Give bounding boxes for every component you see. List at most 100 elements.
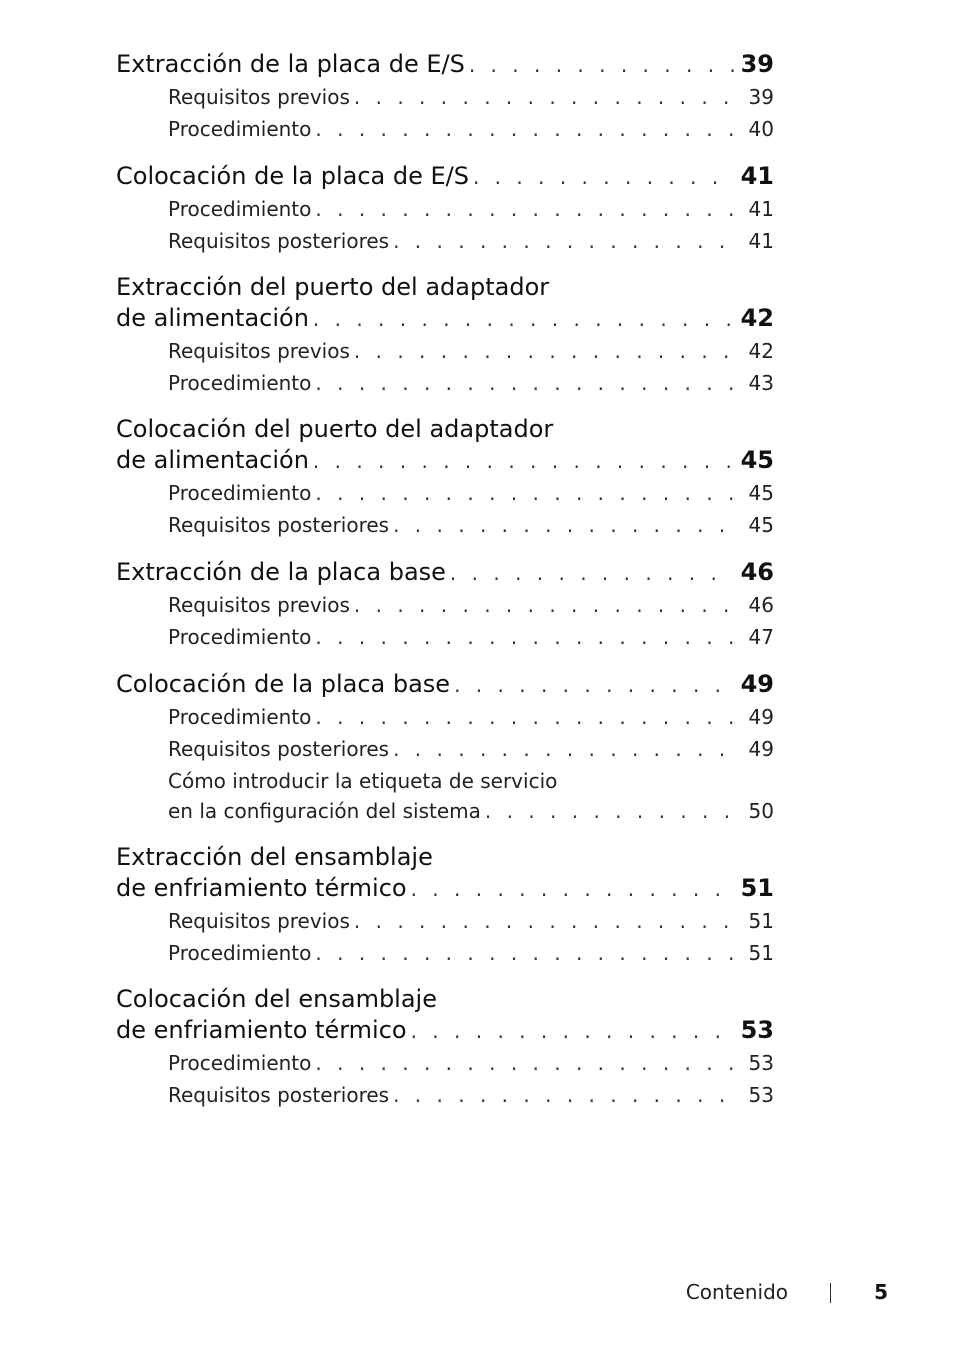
section-heading-line[interactable]: Extracción del ensamblaje — [116, 842, 774, 872]
toc-entry[interactable]: Requisitos posteriores 41 — [116, 225, 774, 257]
section-title: Extracción de la placa de E/S — [116, 50, 465, 78]
toc-section: Extracción del ensamblaje de enfriamiento… — [116, 842, 774, 969]
toc-entry[interactable]: Procedimiento 47 — [116, 621, 774, 653]
toc-entry[interactable]: Procedimiento 43 — [116, 367, 774, 399]
section-page-number: 45 — [740, 446, 774, 474]
section-title: Colocación del ensamblaje — [116, 985, 437, 1013]
section-page-number: 39 — [740, 50, 774, 78]
section-heading-line[interactable]: Colocación del ensamblaje — [116, 984, 774, 1014]
toc-section: Colocación de la placa de E/S41Procedimi… — [116, 160, 774, 257]
toc-entry[interactable]: Requisitos posteriores 45 — [116, 509, 774, 541]
section-page-number: 46 — [740, 558, 774, 586]
footer-label: Contenido — [685, 1280, 788, 1304]
dot-leader — [411, 873, 734, 905]
toc-entry[interactable]: Requisitos posteriores 53 — [116, 1079, 774, 1111]
toc-entry[interactable]: Procedimiento 41 — [116, 193, 774, 225]
section-title: de enfriamiento térmico — [116, 874, 407, 902]
entry-page-number: 49 — [748, 705, 774, 729]
section-title: de alimentación — [116, 304, 309, 332]
entry-title: Requisitos previos — [168, 909, 350, 933]
section-heading-line[interactable]: Colocación del puerto del adaptador — [116, 414, 774, 444]
toc-entry[interactable]: en la configuración del sistema 50 — [116, 795, 774, 827]
section-title: Colocación del puerto del adaptador — [116, 415, 554, 443]
entry-page-number: 40 — [748, 117, 774, 141]
dot-leader — [315, 937, 734, 969]
dot-leader — [454, 669, 734, 701]
dot-leader — [411, 1015, 734, 1047]
toc-entry[interactable]: Requisitos posteriores 49 — [116, 733, 774, 765]
entry-page-number: 39 — [748, 85, 774, 109]
section-title: de enfriamiento térmico — [116, 1016, 407, 1044]
entry-title: Procedimiento — [168, 625, 312, 649]
dot-leader — [354, 335, 734, 367]
entry-page-number: 41 — [748, 197, 774, 221]
table-of-contents: Extracción de la placa de E/S39Requisito… — [116, 48, 774, 1126]
dot-leader — [473, 161, 734, 193]
dot-leader — [354, 589, 734, 621]
toc-entry[interactable]: Requisitos previos 39 — [116, 81, 774, 113]
section-heading[interactable]: de enfriamiento térmico 53 — [116, 1014, 774, 1047]
section-heading[interactable]: Colocación de la placa base 49 — [116, 668, 774, 701]
entry-title: Requisitos posteriores — [168, 737, 390, 761]
section-page-number: 41 — [740, 162, 774, 190]
dot-leader — [393, 225, 734, 257]
section-page-number: 53 — [740, 1016, 774, 1044]
dot-leader — [354, 905, 734, 937]
section-title: de alimentación — [116, 446, 309, 474]
section-heading[interactable]: de enfriamiento térmico 51 — [116, 872, 774, 905]
entry-title: en la configuración del sistema — [168, 799, 481, 823]
toc-entry[interactable]: Procedimiento 53 — [116, 1047, 774, 1079]
dot-leader — [315, 477, 734, 509]
entry-title: Requisitos posteriores — [168, 513, 390, 537]
entry-page-number: 49 — [748, 737, 774, 761]
section-heading[interactable]: de alimentación 45 — [116, 444, 774, 477]
entry-title: Procedimiento — [168, 941, 312, 965]
entry-page-number: 53 — [748, 1051, 774, 1075]
toc-entry[interactable]: Procedimiento 51 — [116, 937, 774, 969]
section-title: Extracción de la placa base — [116, 558, 446, 586]
entry-page-number: 45 — [748, 513, 774, 537]
entry-page-number: 46 — [748, 593, 774, 617]
section-heading[interactable]: Extracción de la placa de E/S 39 — [116, 48, 774, 81]
entry-title: Requisitos previos — [168, 85, 350, 109]
entry-title: Requisitos previos — [168, 339, 350, 363]
section-heading[interactable]: de alimentación 42 — [116, 302, 774, 335]
section-title: Extracción del ensamblaje — [116, 843, 433, 871]
entry-page-number: 50 — [748, 799, 774, 823]
entry-page-number: 47 — [748, 625, 774, 649]
entry-page-number: 41 — [748, 229, 774, 253]
entry-title: Requisitos posteriores — [168, 229, 390, 253]
toc-entry[interactable]: Procedimiento 49 — [116, 701, 774, 733]
toc-section: Colocación del ensamblaje de enfriamiento… — [116, 984, 774, 1111]
section-page-number: 42 — [740, 304, 774, 332]
dot-leader — [393, 1079, 734, 1111]
toc-entry[interactable]: Procedimiento 40 — [116, 113, 774, 145]
toc-entry[interactable]: Requisitos previos 46 — [116, 589, 774, 621]
section-heading-line[interactable]: Extracción del puerto del adaptador — [116, 272, 774, 302]
dot-leader — [354, 81, 734, 113]
toc-entry-line[interactable]: Cómo introducir la etiqueta de servicio — [116, 768, 774, 795]
entry-page-number: 42 — [748, 339, 774, 363]
dot-leader — [315, 701, 734, 733]
section-title: Colocación de la placa base — [116, 670, 451, 698]
toc-entry[interactable]: Procedimiento 45 — [116, 477, 774, 509]
entry-title: Procedimiento — [168, 1051, 312, 1075]
section-title: Colocación de la placa de E/S — [116, 162, 469, 190]
dot-leader — [315, 621, 734, 653]
toc-section: Extracción de la placa base46Requisitos … — [116, 556, 774, 653]
entry-page-number: 51 — [748, 909, 774, 933]
dot-leader — [313, 445, 734, 477]
toc-entry[interactable]: Requisitos previos 42 — [116, 335, 774, 367]
entry-title: Procedimiento — [168, 705, 312, 729]
entry-page-number: 51 — [748, 941, 774, 965]
footer-separator — [830, 1283, 831, 1303]
section-page-number: 51 — [740, 874, 774, 902]
toc-entry[interactable]: Requisitos previos 51 — [116, 905, 774, 937]
section-heading[interactable]: Colocación de la placa de E/S 41 — [116, 160, 774, 193]
section-title: Extracción del puerto del adaptador — [116, 273, 550, 301]
entry-title: Requisitos posteriores — [168, 1083, 390, 1107]
dot-leader — [469, 49, 734, 81]
entry-page-number: 53 — [748, 1083, 774, 1107]
dot-leader — [393, 509, 734, 541]
section-heading[interactable]: Extracción de la placa base 46 — [116, 556, 774, 589]
